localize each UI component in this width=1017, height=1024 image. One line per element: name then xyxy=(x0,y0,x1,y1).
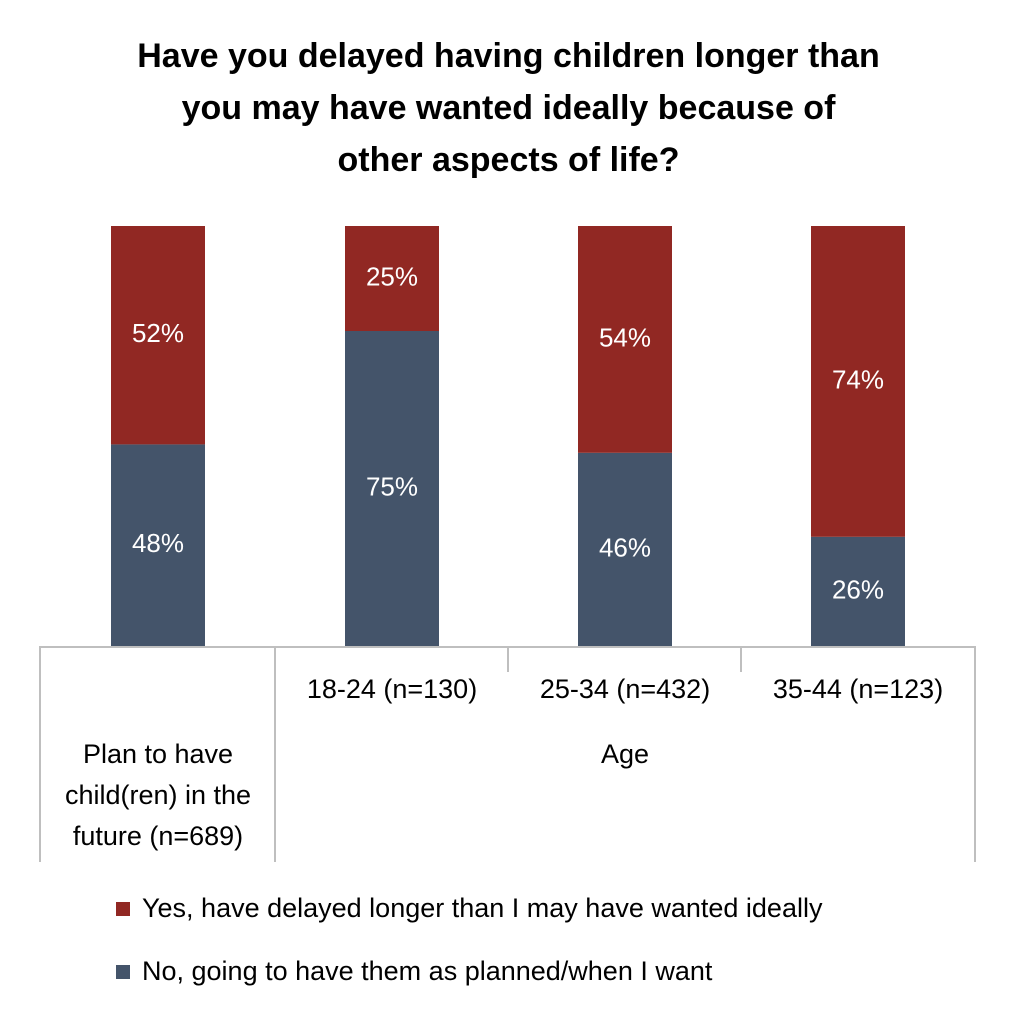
stacked-bar-chart: 48% 52% 75% 25% 46% 54% 26% 74% Plan to have chil… xyxy=(39,226,976,862)
bar-no-0 xyxy=(111,444,205,646)
legend-label-yes: Yes, have delayed longer than I may have… xyxy=(142,893,823,923)
category-label-0-line-1: child(ren) in the xyxy=(65,780,251,810)
legend-item-yes: Yes, have delayed longer than I may have… xyxy=(116,893,822,924)
chart-title-line-3: other aspects of life? xyxy=(337,141,680,179)
data-label-no-0: 48% xyxy=(132,528,184,558)
chart-title-line-1: Have you delayed having children longer … xyxy=(137,37,880,75)
data-label-no-2: 46% xyxy=(599,532,651,562)
chart-title: Have you delayed having children longer … xyxy=(0,30,1017,186)
bar-yes-2 xyxy=(578,226,672,453)
chart-title-line-2: you may have wanted ideally because of xyxy=(181,89,836,127)
legend-label-no: No, going to have them as planned/when I… xyxy=(142,956,713,986)
category-label-1: 18-24 (n=130) xyxy=(307,674,477,704)
legend-item-no: No, going to have them as planned/when I… xyxy=(116,956,712,987)
category-label-2: 25-34 (n=432) xyxy=(540,674,710,704)
group-label-age: Age xyxy=(601,739,649,769)
data-label-yes-3: 74% xyxy=(832,364,884,394)
data-label-yes-2: 54% xyxy=(599,322,651,352)
category-label-0-line-2: future (n=689) xyxy=(73,821,243,851)
bar-no-1 xyxy=(345,331,439,646)
legend-swatch-yes xyxy=(116,901,130,916)
data-label-no-3: 26% xyxy=(832,574,884,604)
data-label-no-1: 75% xyxy=(366,471,418,501)
bar-yes-3 xyxy=(811,226,905,537)
data-label-yes-0: 52% xyxy=(132,318,184,348)
data-label-yes-1: 25% xyxy=(366,261,418,291)
bar-yes-0 xyxy=(111,226,205,445)
category-label-0-line-0: Plan to have xyxy=(83,739,233,769)
category-label-3: 35-44 (n=123) xyxy=(773,674,943,704)
legend-swatch-no xyxy=(116,964,130,979)
bar-yes-1 xyxy=(345,226,439,331)
bar-no-3 xyxy=(811,536,905,646)
bar-no-2 xyxy=(578,452,672,646)
